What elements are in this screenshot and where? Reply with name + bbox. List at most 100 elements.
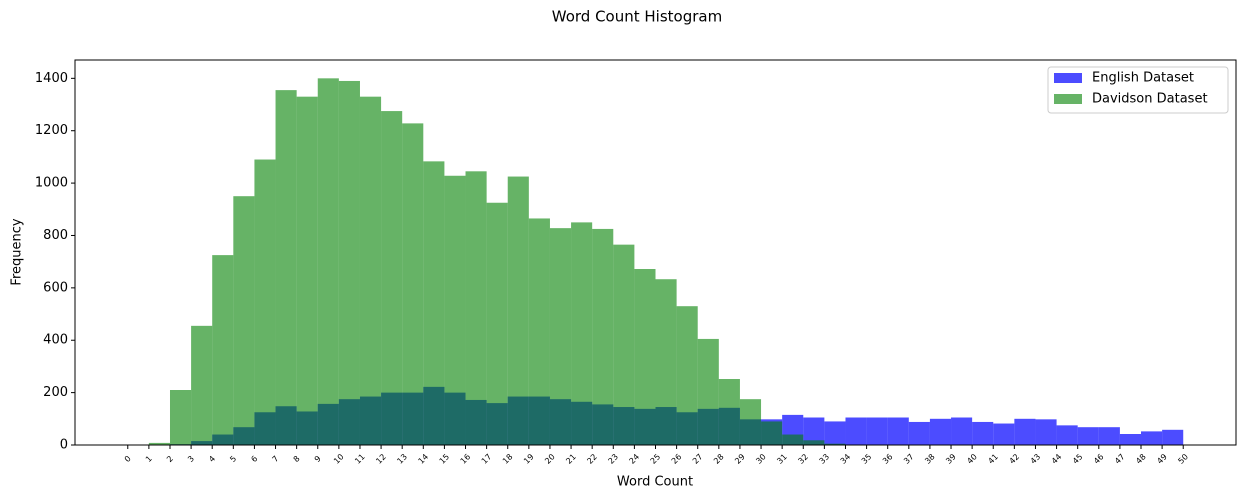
chart-title: Word Count Histogram: [552, 8, 722, 26]
x-tick-label: 18: [501, 452, 515, 466]
bar: [803, 417, 825, 445]
bar: [739, 399, 762, 445]
x-tick-label: 34: [839, 452, 853, 466]
bar: [1141, 431, 1163, 445]
x-tick-label: 26: [670, 452, 684, 466]
bar: [507, 176, 529, 446]
y-tick-label: 600: [43, 280, 68, 295]
bar: [634, 269, 656, 445]
bar: [1056, 425, 1078, 445]
x-tick-label: 32: [796, 452, 810, 466]
bar: [148, 442, 170, 445]
x-tick-label: 22: [585, 452, 599, 466]
x-tick-label: 27: [691, 452, 705, 466]
bar: [528, 218, 550, 445]
bar: [1119, 434, 1142, 445]
x-tick-label: 6: [249, 454, 259, 464]
bar: [951, 417, 973, 445]
x-tick-label: 24: [628, 452, 642, 466]
x-tick-label: 21: [564, 452, 578, 466]
bar: [697, 338, 719, 445]
y-tick-label: 200: [43, 385, 68, 400]
legend-label: Davidson Dataset: [1092, 92, 1208, 107]
bar: [908, 421, 930, 445]
y-axis-label: Frequency: [10, 218, 25, 285]
bar: [824, 443, 846, 445]
x-tick-label: 46: [1092, 452, 1106, 466]
x-tick-label: 0: [123, 454, 133, 464]
bar: [782, 434, 804, 445]
bar: [1162, 429, 1184, 445]
bar: [803, 440, 825, 445]
bar: [845, 417, 867, 445]
bar: [972, 421, 994, 445]
x-tick-label: 40: [965, 452, 979, 466]
x-tick-label: 36: [881, 452, 895, 466]
bar: [486, 202, 508, 445]
bar: [423, 161, 445, 445]
x-tick-label: 42: [1008, 452, 1022, 466]
x-tick-label: 31: [775, 452, 789, 466]
x-tick-label: 12: [374, 452, 388, 466]
bar: [592, 228, 614, 445]
x-tick-label: 8: [292, 454, 302, 464]
bar: [275, 90, 297, 445]
bar: [613, 244, 635, 445]
x-tick-label: 39: [944, 452, 958, 466]
legend-swatch: [1054, 94, 1082, 104]
y-tick-label: 1400: [35, 71, 68, 86]
x-tick-label: 11: [353, 452, 367, 466]
bar: [655, 279, 677, 445]
bar: [1035, 419, 1057, 445]
bar: [824, 421, 846, 445]
bar: [359, 96, 382, 446]
bar: [571, 222, 593, 445]
x-tick-label: 2: [165, 454, 175, 464]
bar: [993, 423, 1015, 445]
bar: [465, 171, 487, 446]
x-tick-label: 4: [207, 454, 217, 464]
bar: [1077, 427, 1099, 445]
x-tick-label: 41: [986, 452, 1000, 466]
bar: [866, 417, 888, 445]
x-tick-label: 49: [1155, 452, 1169, 466]
bar: [718, 379, 740, 445]
x-tick-label: 30: [754, 452, 768, 466]
legend-box: [1047, 66, 1229, 114]
x-tick-label: 7: [271, 454, 281, 464]
bar: [1014, 418, 1036, 445]
bar: [233, 196, 255, 445]
y-tick-label: 1000: [35, 176, 68, 191]
x-tick-label: 5: [228, 454, 238, 464]
bar: [317, 78, 339, 445]
x-tick-label: 35: [860, 452, 874, 466]
x-tick-label: 33: [818, 452, 832, 466]
x-axis-label: Word Count: [617, 475, 693, 490]
x-tick-label: 13: [395, 452, 409, 466]
bar: [929, 418, 952, 445]
x-tick-label: 45: [1071, 452, 1085, 466]
bar: [549, 228, 572, 445]
x-tick-label: 17: [480, 452, 494, 466]
x-tick-label: 23: [606, 452, 620, 466]
bar: [254, 159, 276, 445]
x-tick-label: 29: [733, 452, 747, 466]
x-tick-label: 47: [1113, 452, 1127, 466]
y-tick-label: 400: [43, 333, 68, 348]
x-tick-label: 37: [902, 452, 916, 466]
x-tick-label: 43: [1029, 452, 1043, 466]
x-tick-label: 48: [1134, 452, 1148, 466]
x-tick-label: 28: [712, 452, 726, 466]
y-tick-label: 800: [43, 228, 68, 243]
x-tick-label: 1: [144, 454, 154, 464]
x-tick-label: 38: [923, 452, 937, 466]
bar: [381, 111, 403, 446]
bar: [191, 325, 213, 445]
bar: [296, 96, 318, 446]
bar: [169, 390, 192, 445]
legend-swatch: [1054, 73, 1082, 83]
legend-label: English Dataset: [1092, 71, 1194, 86]
bar: [676, 306, 698, 445]
